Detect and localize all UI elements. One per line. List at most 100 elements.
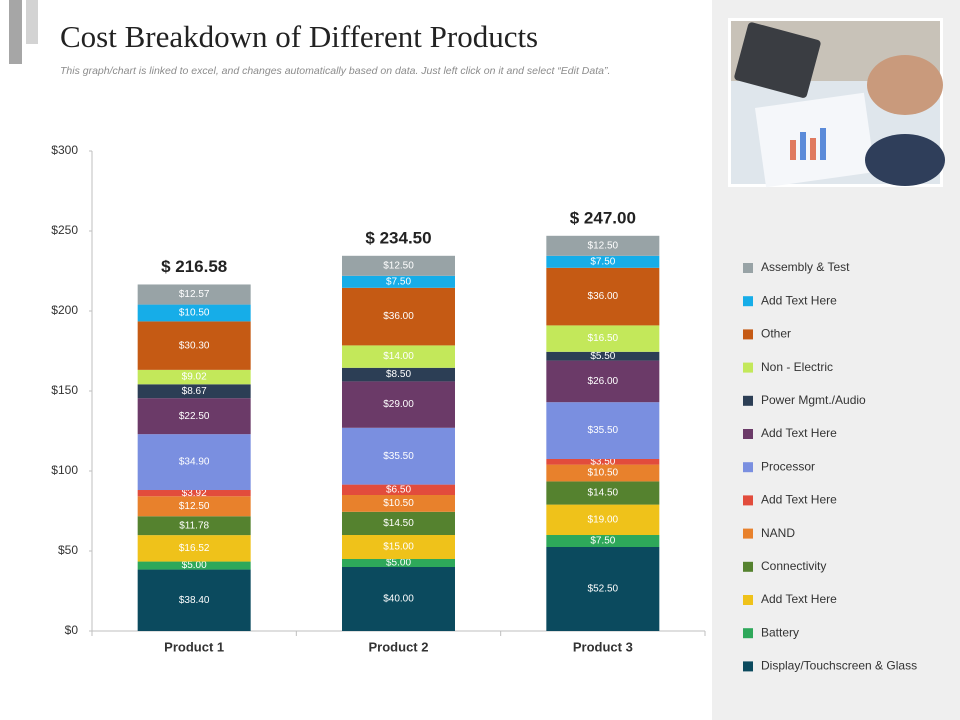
value-label: $52.50 [588, 584, 619, 595]
bar-segment [546, 547, 660, 631]
value-label: $40.00 [383, 594, 414, 605]
x-tick-label: Product 3 [573, 639, 633, 654]
bar-segment [137, 384, 251, 399]
value-label: $12.50 [179, 501, 210, 512]
value-label: $5.00 [182, 560, 207, 571]
bar-segment [546, 235, 660, 256]
value-label: $29.00 [383, 399, 414, 410]
bar-segment [342, 567, 455, 631]
photo-chart [790, 140, 796, 160]
value-label: $16.50 [588, 333, 619, 344]
value-label: $7.50 [386, 276, 411, 287]
value-label: $12.50 [588, 240, 619, 251]
value-label: $36.00 [588, 291, 619, 302]
bar-segment [546, 464, 660, 482]
legend-label: Add Text Here [761, 293, 837, 307]
value-label: $26.00 [588, 376, 619, 387]
value-label: $19.00 [588, 514, 619, 525]
legend-swatch [743, 661, 753, 672]
chart-subtitle: This graph/chart is linked to excel, and… [60, 65, 610, 77]
legend-swatch [743, 528, 753, 539]
value-label: $14.00 [383, 351, 414, 362]
bar-segment [546, 267, 660, 326]
bar-segment [137, 398, 251, 435]
legend-label: NAND [761, 526, 795, 540]
bar-segment [342, 381, 455, 428]
bar-segment [546, 402, 660, 459]
value-label: $36.00 [383, 311, 414, 322]
value-label: $14.50 [383, 518, 414, 529]
bar-segment [546, 360, 660, 403]
value-label: $22.50 [179, 411, 210, 422]
legend-swatch [743, 296, 753, 307]
value-label: $5.50 [590, 351, 615, 362]
bar-segment [342, 495, 455, 512]
value-label: $10.50 [179, 308, 210, 319]
legend-label: Add Text Here [761, 493, 837, 507]
bar-segment [546, 351, 660, 361]
chart-title: Cost Breakdown of Different Products [60, 19, 538, 54]
accent-bar [9, 0, 22, 64]
legend-label: Add Text Here [761, 426, 837, 440]
value-label: $12.57 [179, 289, 210, 300]
photo [728, 18, 945, 188]
bar-segment [342, 559, 455, 567]
bar-segment [137, 284, 251, 305]
y-tick-label: $0 [65, 623, 79, 637]
bar-segment [342, 287, 455, 346]
value-label: $34.90 [179, 457, 210, 468]
total-label: $ 234.50 [365, 228, 431, 247]
photo-chart [800, 132, 806, 160]
legend-label: Battery [761, 625, 799, 639]
value-label: $38.40 [179, 595, 210, 606]
bar-segment [137, 569, 251, 631]
y-tick-label: $250 [51, 223, 78, 237]
y-tick-label: $150 [51, 383, 78, 397]
value-label: $9.02 [182, 372, 207, 383]
value-label: $7.50 [590, 256, 615, 267]
photo-chart [810, 138, 816, 160]
legend-label: Power Mgmt./Audio [761, 393, 866, 407]
bar-segment [546, 459, 660, 465]
bar-segment [137, 369, 251, 385]
legend-label: Non - Electric [761, 360, 833, 374]
bar-segment [342, 367, 455, 382]
legend-swatch [743, 329, 753, 340]
value-label: $15.00 [383, 542, 414, 553]
value-label: $8.67 [182, 386, 207, 397]
value-label: $6.50 [386, 484, 411, 495]
value-label: $3.50 [590, 456, 615, 467]
bar-segment [342, 427, 455, 485]
x-tick-label: Product 2 [369, 639, 429, 654]
value-label: $30.30 [179, 340, 210, 351]
value-label: $16.52 [179, 543, 210, 554]
bar-segment [546, 325, 660, 352]
bar-segment [342, 484, 455, 495]
bar-segment [342, 511, 455, 535]
bar-segment [342, 535, 455, 559]
value-label: $3.92 [182, 488, 207, 499]
bar-segment [342, 275, 455, 288]
value-label: $14.50 [588, 488, 619, 499]
bar-segment [546, 535, 660, 547]
legend-swatch [743, 595, 753, 605]
legend-label: Display/Touchscreen & Glass [761, 659, 917, 673]
value-label: $12.50 [383, 260, 414, 271]
bar-segment [137, 496, 251, 517]
value-label: $5.00 [386, 558, 411, 569]
bar-segment [342, 345, 455, 368]
y-tick-label: $50 [58, 543, 78, 557]
legend-swatch [743, 429, 753, 439]
photo-hand [867, 55, 943, 115]
legend-label: Connectivity [761, 559, 826, 573]
bar-segment [137, 535, 251, 562]
total-label: $ 216.58 [161, 257, 227, 276]
photo-sleeve [865, 134, 945, 186]
value-label: $7.50 [590, 536, 615, 547]
bar-segment [137, 434, 251, 491]
legend-swatch [743, 495, 753, 506]
value-label: $11.78 [179, 520, 209, 531]
legend-swatch [743, 628, 753, 639]
bar-segment [137, 490, 251, 497]
legend-label: Processor [761, 459, 815, 473]
